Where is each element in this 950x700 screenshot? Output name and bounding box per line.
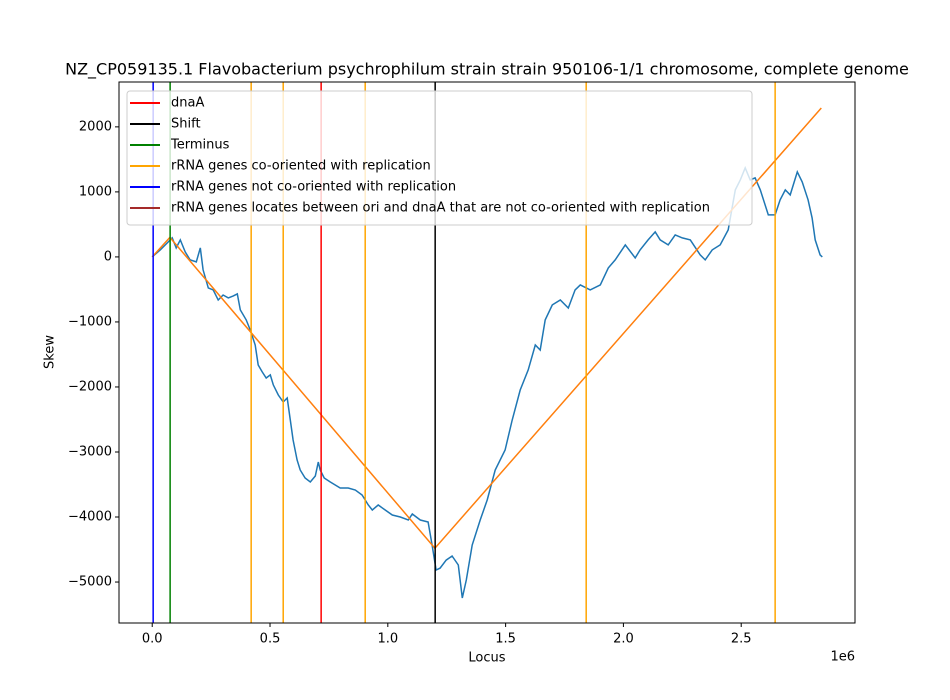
- x-axis-label: Locus: [468, 651, 505, 666]
- legend-label: Shift: [171, 117, 201, 132]
- y-tick-label: −1000: [68, 314, 112, 329]
- axes-frame: [118, 81, 856, 624]
- y-axis-label: Skew: [43, 335, 58, 369]
- y-tick-label: −5000: [68, 575, 112, 590]
- x-offset-label: 1e6: [830, 650, 855, 665]
- legend-label: rRNA genes not co-oriented with replicat…: [171, 180, 456, 195]
- y-tick-label: −4000: [68, 510, 112, 525]
- y-tick-label: 2000: [79, 119, 112, 134]
- data-line: [151, 165, 823, 599]
- legend-box: [126, 90, 753, 226]
- x-tick-label: 2.0: [613, 632, 634, 647]
- x-tick-label: 1.5: [495, 632, 516, 647]
- y-tick-label: 1000: [79, 184, 112, 199]
- chart-title: NZ_CP059135.1 Flavobacterium psychrophil…: [65, 60, 909, 80]
- x-tick-label: 0.0: [142, 632, 163, 647]
- legend-label: rRNA genes locates between ori and dnaA …: [171, 201, 710, 216]
- y-tick-label: −3000: [68, 444, 112, 459]
- y-tick-label: −2000: [68, 379, 112, 394]
- legend-label: dnaA: [171, 96, 204, 111]
- x-tick-label: 2.5: [731, 632, 752, 647]
- legend: dnaA Shift Terminus rRNA genes co-oriented …: [126, 90, 753, 226]
- legend-label: Terminus: [170, 138, 230, 153]
- data-line: [151, 107, 822, 550]
- legend-label: rRNA genes co-oriented with replication: [171, 159, 431, 174]
- x-tick-label: 0.5: [260, 632, 281, 647]
- y-tick-label: 0: [104, 249, 112, 264]
- x-tick-label: 1.0: [377, 632, 398, 647]
